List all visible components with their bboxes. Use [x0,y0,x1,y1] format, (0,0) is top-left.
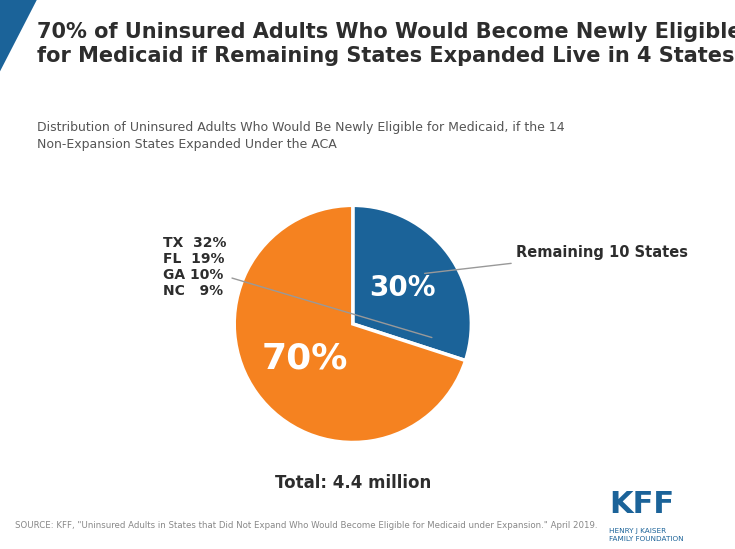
Wedge shape [234,205,465,442]
Text: SOURCE: KFF, "Uninsured Adults in States that Did Not Expand Who Would Become El: SOURCE: KFF, "Uninsured Adults in States… [15,522,598,530]
Text: 70% of Uninsured Adults Who Would Become Newly Eligible
for Medicaid if Remainin: 70% of Uninsured Adults Who Would Become… [37,22,735,66]
Text: KFF: KFF [609,490,675,519]
Polygon shape [0,0,37,71]
Text: 30%: 30% [370,273,436,301]
Text: Remaining 10 States: Remaining 10 States [425,245,689,273]
Text: HENRY J KAISER
FAMILY FOUNDATION: HENRY J KAISER FAMILY FOUNDATION [609,528,684,542]
Text: Distribution of Uninsured Adults Who Would Be Newly Eligible for Medicaid, if th: Distribution of Uninsured Adults Who Wou… [37,121,564,151]
Wedge shape [353,205,471,361]
Text: Total: 4.4 million: Total: 4.4 million [275,474,431,492]
Text: 70%: 70% [262,342,348,376]
Text: TX  32%
FL  19%
GA 10%
NC   9%: TX 32% FL 19% GA 10% NC 9% [163,236,432,338]
